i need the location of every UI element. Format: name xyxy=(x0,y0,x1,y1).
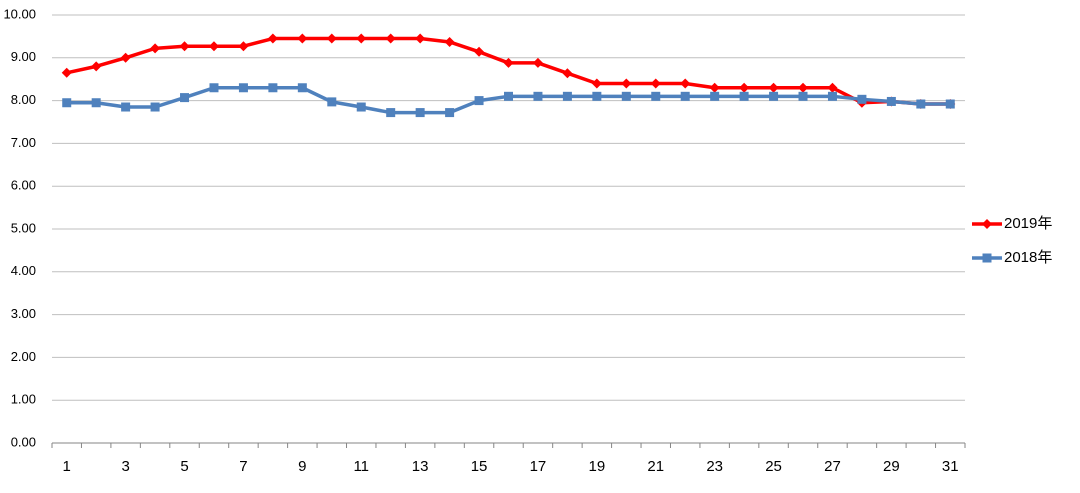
data-point xyxy=(769,91,779,101)
data-point xyxy=(857,94,867,104)
x-tick-label: 17 xyxy=(530,458,547,475)
data-point xyxy=(739,91,749,101)
y-tick-label: 6.00 xyxy=(11,178,36,193)
data-point xyxy=(768,82,779,93)
y-tick-label: 0.00 xyxy=(11,434,36,449)
data-point xyxy=(121,102,131,112)
data-point xyxy=(415,108,425,118)
legend-marker xyxy=(982,219,992,229)
legend-label: 2019年 xyxy=(1004,215,1052,232)
data-point xyxy=(238,83,248,93)
data-point xyxy=(709,82,720,93)
data-point xyxy=(827,82,838,93)
data-point xyxy=(91,61,102,72)
y-tick-label: 7.00 xyxy=(11,135,36,150)
data-point xyxy=(504,91,513,101)
legend-marker xyxy=(982,253,992,263)
data-point xyxy=(120,52,131,63)
data-point xyxy=(533,91,543,101)
data-point xyxy=(297,33,308,44)
data-point xyxy=(327,97,337,107)
data-point xyxy=(710,91,720,101)
x-tick-label: 1 xyxy=(63,458,71,475)
data-point xyxy=(209,83,219,93)
x-tick-label: 11 xyxy=(353,458,369,475)
x-tick-label: 31 xyxy=(942,458,959,475)
data-point xyxy=(621,78,632,89)
x-tick-label: 7 xyxy=(239,458,247,475)
y-tick-label: 10.00 xyxy=(3,6,36,21)
x-tick-label: 27 xyxy=(824,458,841,475)
data-point xyxy=(562,91,572,101)
data-point xyxy=(916,99,926,109)
data-point xyxy=(385,33,396,44)
data-point xyxy=(150,102,160,112)
data-point xyxy=(356,102,366,112)
data-point xyxy=(267,33,278,44)
data-point xyxy=(179,41,190,52)
data-point xyxy=(415,33,426,44)
y-tick-label: 1.00 xyxy=(11,392,36,407)
x-tick-label: 15 xyxy=(471,458,488,475)
data-point xyxy=(474,46,485,57)
data-point xyxy=(297,83,307,93)
y-tick-label: 9.00 xyxy=(11,49,36,64)
data-point xyxy=(208,41,219,52)
data-point xyxy=(562,68,573,79)
x-tick-label: 19 xyxy=(589,458,606,475)
y-tick-label: 2.00 xyxy=(11,349,36,364)
data-point xyxy=(591,78,602,89)
data-point xyxy=(503,57,514,68)
data-point xyxy=(739,82,750,93)
x-tick-label: 25 xyxy=(765,458,782,475)
y-tick-label: 3.00 xyxy=(11,306,36,321)
data-point xyxy=(445,108,455,118)
x-tick-label: 23 xyxy=(706,458,723,475)
x-tick-label: 3 xyxy=(121,458,129,475)
data-point xyxy=(680,91,690,101)
data-point xyxy=(886,96,896,106)
data-point xyxy=(532,57,543,68)
data-point xyxy=(798,91,808,101)
data-point xyxy=(680,78,691,89)
data-point xyxy=(386,108,396,118)
data-point xyxy=(268,83,278,93)
data-point xyxy=(238,41,249,52)
y-tick-label: 8.00 xyxy=(11,92,36,107)
legend-label: 2018年 xyxy=(1004,249,1052,266)
data-point xyxy=(945,99,955,109)
data-point xyxy=(650,78,661,89)
data-point xyxy=(444,36,455,47)
data-point xyxy=(827,91,837,101)
x-tick-label: 5 xyxy=(180,458,188,475)
x-tick-label: 13 xyxy=(412,458,429,475)
data-point xyxy=(356,33,367,44)
x-tick-label: 9 xyxy=(298,458,306,475)
data-point xyxy=(91,98,101,108)
data-point xyxy=(474,96,484,106)
data-point xyxy=(621,91,631,101)
data-point xyxy=(180,93,190,103)
data-point xyxy=(326,33,337,44)
y-tick-label: 5.00 xyxy=(11,220,36,235)
x-tick-label: 29 xyxy=(883,458,900,475)
y-tick-label: 4.00 xyxy=(11,263,36,278)
data-point xyxy=(61,67,72,78)
data-point xyxy=(150,43,161,54)
data-point xyxy=(62,98,72,108)
x-tick-label: 21 xyxy=(647,458,664,475)
data-point xyxy=(798,82,809,93)
data-point xyxy=(651,91,661,101)
data-point xyxy=(592,91,602,101)
